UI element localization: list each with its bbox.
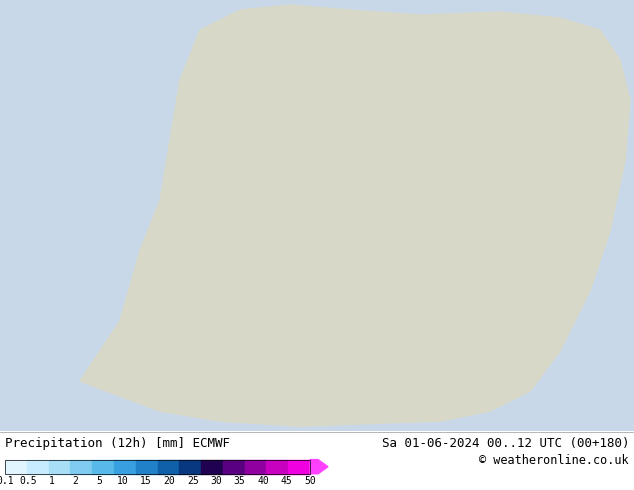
Bar (223, 460, 245, 474)
Bar (157, 460, 179, 474)
Bar (5, 460, 27, 474)
Text: 25: 25 (187, 476, 198, 486)
Bar (245, 460, 266, 474)
FancyArrow shape (310, 460, 328, 474)
Text: 15: 15 (140, 476, 152, 486)
Bar (288, 460, 310, 474)
Text: Sa 01-06-2024 00..12 UTC (00+180): Sa 01-06-2024 00..12 UTC (00+180) (382, 437, 629, 450)
Bar (27, 460, 49, 474)
Text: Precipitation (12h) [mm] ECMWF: Precipitation (12h) [mm] ECMWF (5, 437, 230, 450)
Bar (92, 460, 114, 474)
Bar (136, 460, 157, 474)
Text: 35: 35 (234, 476, 245, 486)
Text: 2: 2 (72, 476, 79, 486)
Text: 10: 10 (117, 476, 128, 486)
Text: 0.5: 0.5 (20, 476, 37, 486)
Text: 20: 20 (164, 476, 175, 486)
Text: 30: 30 (210, 476, 222, 486)
Text: 0.1: 0.1 (0, 476, 14, 486)
Text: 40: 40 (257, 476, 269, 486)
Polygon shape (80, 5, 630, 426)
Text: 45: 45 (281, 476, 292, 486)
Bar (70, 460, 92, 474)
Bar (179, 460, 201, 474)
Text: © weatheronline.co.uk: © weatheronline.co.uk (479, 454, 629, 466)
Bar (201, 460, 223, 474)
Bar (49, 460, 70, 474)
Text: 1: 1 (49, 476, 55, 486)
Bar (114, 460, 136, 474)
Text: 50: 50 (304, 476, 316, 486)
Text: 5: 5 (96, 476, 102, 486)
Bar (5, 460, 310, 474)
Bar (266, 460, 288, 474)
